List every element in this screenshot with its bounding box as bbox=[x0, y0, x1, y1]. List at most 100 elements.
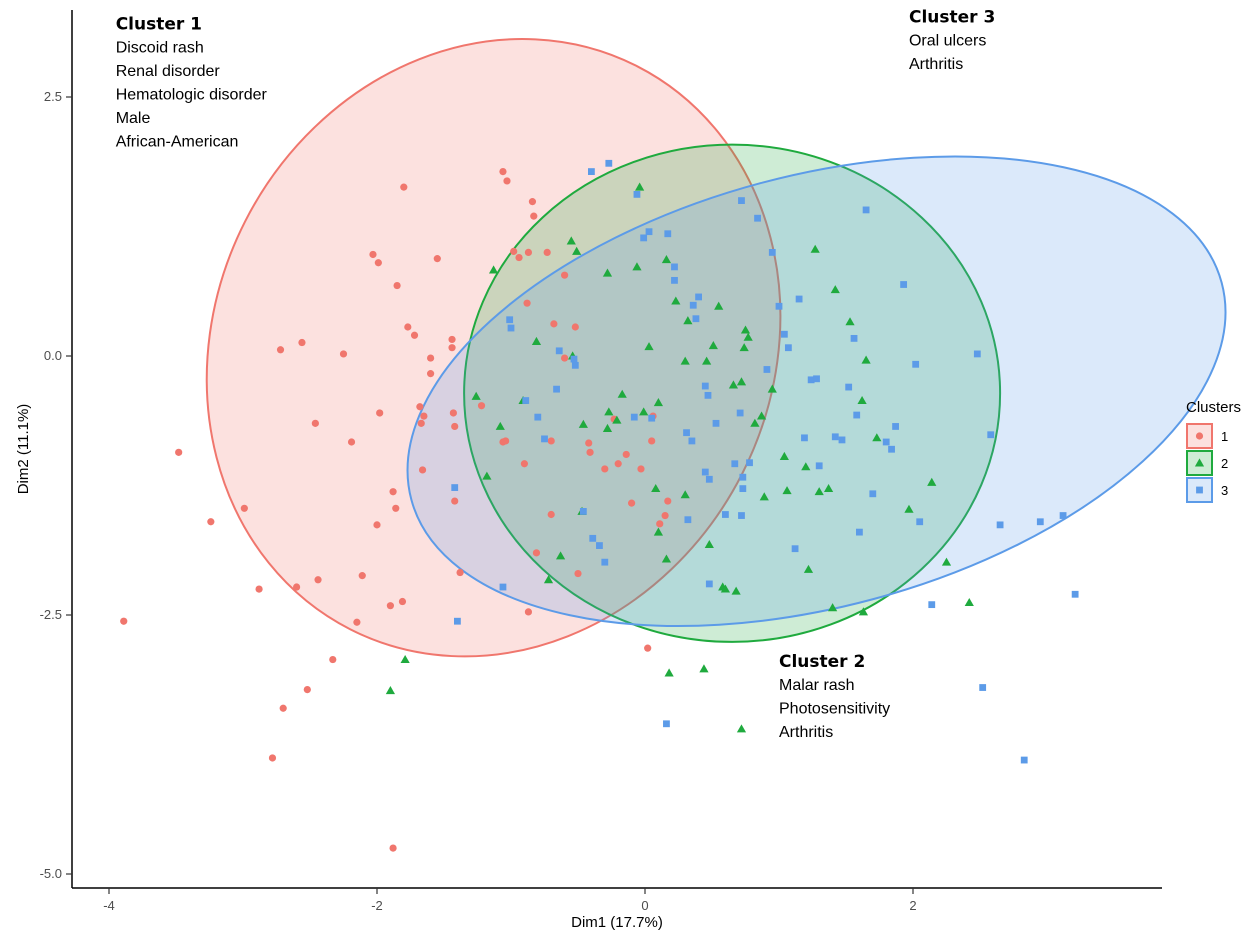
data-point-cluster-1 bbox=[499, 167, 507, 176]
data-point-cluster-1 bbox=[311, 419, 319, 427]
x-tick-label: 2 bbox=[909, 898, 916, 913]
data-point-cluster-1 bbox=[601, 465, 609, 473]
data-point-cluster-3 bbox=[882, 438, 890, 446]
data-point-cluster-1 bbox=[358, 572, 366, 580]
data-point-cluster-1 bbox=[449, 409, 457, 417]
data-point-cluster-1 bbox=[524, 608, 533, 616]
annotation-line: Oral ulcers bbox=[909, 32, 986, 49]
data-point-cluster-3 bbox=[780, 330, 788, 338]
data-point-cluster-1 bbox=[276, 346, 285, 354]
data-point-cluster-2 bbox=[617, 389, 627, 398]
legend-label: 1 bbox=[1221, 429, 1228, 444]
data-point-cluster-2 bbox=[736, 377, 747, 386]
data-point-cluster-1 bbox=[543, 248, 551, 256]
data-point-cluster-1 bbox=[392, 504, 400, 512]
data-point-cluster-3 bbox=[701, 468, 709, 476]
legend-marker-cluster-1 bbox=[1195, 432, 1204, 440]
data-point-cluster-1 bbox=[240, 504, 248, 512]
data-point-cluster-2 bbox=[736, 724, 747, 733]
data-point-cluster-3 bbox=[507, 324, 515, 332]
data-point-cluster-3 bbox=[1071, 590, 1079, 598]
data-point-cluster-3 bbox=[763, 366, 771, 373]
data-point-cluster-3 bbox=[916, 518, 924, 526]
data-point-cluster-3 bbox=[579, 508, 587, 515]
ticks: -4 -2 0 2 2.5 0.0 -2.5 -5.0 bbox=[40, 89, 917, 913]
data-point-cluster-1 bbox=[404, 323, 412, 331]
data-point-cluster-2 bbox=[743, 332, 753, 341]
data-point-cluster-2 bbox=[714, 301, 724, 310]
data-point-cluster-2 bbox=[702, 356, 712, 365]
x-tick-label: -2 bbox=[371, 898, 383, 913]
data-point-cluster-3 bbox=[499, 583, 507, 591]
data-point-cluster-1 bbox=[656, 520, 664, 528]
data-point-cluster-3 bbox=[630, 413, 638, 421]
data-point-cluster-2 bbox=[861, 355, 871, 364]
data-point-cluster-2 bbox=[782, 486, 792, 495]
data-point-cluster-1 bbox=[433, 255, 441, 263]
data-point-cluster-1 bbox=[547, 437, 555, 445]
data-point-cluster-2 bbox=[653, 527, 663, 536]
annotation-line: Discoid rash bbox=[116, 40, 204, 57]
data-point-cluster-1 bbox=[571, 323, 579, 331]
data-point-cluster-3 bbox=[712, 419, 720, 427]
data-point-cluster-1 bbox=[510, 247, 518, 255]
data-point-cluster-2 bbox=[756, 411, 767, 420]
data-point-cluster-3 bbox=[555, 347, 563, 355]
legend-title: Clusters bbox=[1186, 399, 1241, 416]
y-tick-label: -5.0 bbox=[40, 866, 62, 881]
data-point-cluster-3 bbox=[522, 397, 530, 404]
data-point-cluster-2 bbox=[488, 265, 499, 274]
data-point-cluster-1 bbox=[420, 412, 428, 420]
data-point-cluster-3 bbox=[815, 462, 823, 470]
ellipse-cluster-2 bbox=[463, 143, 1002, 643]
data-point-cluster-3 bbox=[605, 159, 613, 167]
data-point-cluster-3 bbox=[973, 350, 981, 358]
data-point-cluster-3 bbox=[845, 383, 853, 391]
data-point-cluster-2 bbox=[857, 395, 867, 404]
data-point-cluster-1 bbox=[451, 422, 459, 431]
data-point-cluster-2 bbox=[578, 419, 588, 428]
data-point-cluster-1 bbox=[586, 448, 594, 456]
annotation-line: Arthritis bbox=[779, 724, 833, 741]
annotation-line: Arthritis bbox=[909, 56, 963, 73]
data-point-cluster-3 bbox=[1020, 756, 1028, 764]
data-point-cluster-3 bbox=[506, 316, 514, 324]
data-point-cluster-2 bbox=[779, 451, 789, 460]
data-point-cluster-2 bbox=[602, 423, 613, 432]
data-point-cluster-2 bbox=[904, 504, 914, 513]
data-point-cluster-1 bbox=[448, 335, 456, 344]
legend-marker-cluster-3 bbox=[1196, 486, 1203, 494]
data-point-cluster-1 bbox=[477, 402, 486, 410]
data-point-cluster-1 bbox=[427, 354, 435, 362]
data-point-cluster-1 bbox=[515, 253, 523, 262]
data-point-cluster-3 bbox=[454, 617, 461, 625]
data-point-cluster-3 bbox=[736, 409, 744, 417]
data-point-cluster-1 bbox=[207, 518, 215, 526]
data-point-cluster-2 bbox=[810, 244, 820, 253]
data-point-cluster-2 bbox=[543, 575, 554, 584]
data-point-cluster-1 bbox=[369, 250, 377, 259]
data-point-cluster-2 bbox=[683, 316, 693, 325]
data-point-cluster-2 bbox=[803, 564, 814, 573]
data-point-cluster-3 bbox=[640, 234, 648, 242]
data-point-cluster-2 bbox=[661, 255, 672, 264]
data-point-cluster-1 bbox=[293, 583, 301, 591]
data-point-cluster-1 bbox=[530, 212, 538, 220]
data-point-cluster-1 bbox=[389, 844, 397, 852]
data-point-cluster-3 bbox=[838, 436, 846, 444]
data-point-cluster-3 bbox=[928, 601, 936, 609]
data-point-cluster-2 bbox=[531, 336, 542, 345]
data-point-cluster-2 bbox=[964, 597, 974, 607]
data-point-cluster-3 bbox=[807, 376, 815, 384]
data-point-cluster-1 bbox=[339, 350, 348, 358]
legend-label: 3 bbox=[1221, 483, 1228, 498]
data-point-cluster-2 bbox=[823, 484, 834, 493]
data-point-cluster-1 bbox=[373, 521, 381, 529]
data-point-cluster-1 bbox=[393, 281, 401, 290]
y-tick-label: 0.0 bbox=[44, 348, 62, 363]
data-point-cluster-1 bbox=[503, 177, 511, 185]
data-point-cluster-3 bbox=[791, 545, 799, 553]
y-tick-label: -2.5 bbox=[40, 607, 62, 622]
data-point-cluster-1 bbox=[585, 439, 593, 447]
